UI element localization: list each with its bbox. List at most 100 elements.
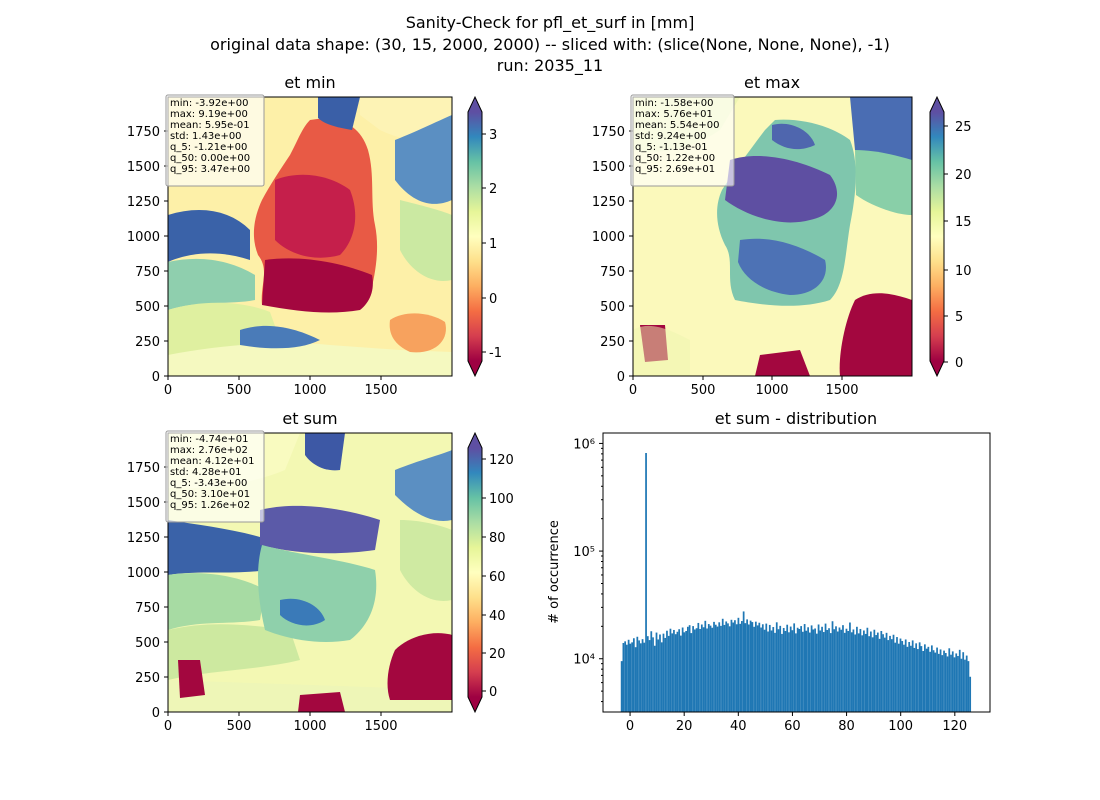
x-tick-label: 1000 — [293, 383, 326, 398]
histogram-bar — [930, 645, 933, 712]
stats-line: std: 4.28e+01 — [170, 467, 242, 478]
histogram-bar — [749, 620, 752, 712]
histogram-bar — [646, 636, 649, 712]
y-tick-label: 500 — [135, 636, 160, 651]
histogram-bar — [843, 632, 846, 712]
histogram-bar — [814, 628, 816, 712]
colorbar-tick-label: 1 — [489, 237, 497, 252]
x-tick-label: 80 — [838, 719, 855, 734]
histogram-bar — [850, 632, 853, 712]
y-tick-label: 1250 — [592, 195, 625, 210]
histogram-bar — [795, 633, 797, 712]
histogram-bar — [903, 644, 905, 712]
x-tick-label: 100 — [888, 719, 913, 734]
histogram-bar — [863, 630, 865, 712]
histogram-bar — [915, 643, 918, 712]
histogram-bar — [849, 622, 851, 712]
stats-box: min: -3.92e+00 max: 9.19e+00 mean: 5.95e… — [165, 94, 265, 187]
histogram-bar — [653, 645, 656, 712]
x-tick-label: 0 — [629, 383, 637, 398]
histogram-bar — [739, 623, 742, 712]
histogram-bar — [662, 633, 665, 712]
stats-line: q_50: 0.00e+00 — [170, 153, 250, 164]
histogram-bar — [756, 625, 759, 712]
histogram-bar — [866, 627, 869, 712]
y-axis-ticks: 0 250 500 750 1000 1250 1500 1750 — [127, 461, 168, 721]
histogram-bar — [678, 629, 681, 712]
histogram-bar — [742, 611, 745, 712]
histogram-bar — [946, 656, 949, 712]
histogram-bar — [838, 627, 841, 712]
histogram-bar — [929, 651, 931, 712]
y-tick-label: 250 — [135, 671, 160, 686]
y-tick-label: 1750 — [127, 461, 160, 476]
histogram-bar — [826, 629, 829, 712]
histogram-bar — [761, 624, 764, 712]
histogram-bar — [810, 625, 813, 712]
stats-line: q_5: -3.43e+00 — [170, 478, 247, 489]
histogram-bar — [788, 632, 790, 712]
colorbar-tick-label: 120 — [489, 453, 514, 468]
histogram-bar — [636, 636, 639, 712]
histogram-bar — [666, 630, 668, 712]
histogram-bar — [772, 627, 775, 712]
stats-line: q_95: 2.69e+01 — [635, 164, 715, 175]
histogram-bar — [821, 626, 823, 712]
y-tick-label: 1250 — [127, 531, 160, 546]
figure-title-line-1: Sanity-Check for pfl_et_surf in [mm] — [405, 13, 695, 32]
y-tick-label: 10⁵ — [573, 545, 595, 560]
histogram-bar — [828, 628, 830, 712]
histogram-bar — [896, 637, 898, 712]
histogram-bar — [699, 628, 701, 712]
y-tick-label: 1250 — [127, 195, 160, 210]
histogram-bar — [673, 629, 675, 712]
histogram-bar — [876, 632, 879, 712]
histogram-bar — [767, 631, 769, 712]
stats-line: min: -3.92e+00 — [170, 98, 249, 109]
histogram-bar — [852, 629, 855, 712]
colorbar-tick-label: 20 — [955, 168, 972, 183]
histogram-bar — [751, 622, 754, 712]
histogram-bar — [859, 628, 862, 712]
histogram-bar — [824, 623, 827, 712]
histogram-bar — [645, 453, 647, 712]
histogram-bar — [669, 628, 672, 712]
x-axis-ticks: 0 500 1000 1500 — [164, 712, 398, 734]
y-axis-ticks: 0 250 500 750 1000 1250 1500 1750 — [127, 125, 168, 385]
histogram-bar — [845, 628, 848, 712]
x-tick-label: 1500 — [364, 719, 397, 734]
colorbar-tick-label: 5 — [955, 310, 963, 325]
stats-line: std: 9.24e+00 — [635, 131, 707, 142]
x-tick-label: 0 — [164, 719, 172, 734]
colorbar-tick-label: 40 — [489, 609, 506, 624]
histogram-bar — [892, 634, 895, 712]
histogram-bar — [704, 620, 707, 712]
histogram-bar — [659, 634, 661, 712]
stats-box: min: -1.58e+00 max: 5.76e+01 mean: 5.54e… — [630, 94, 735, 187]
histogram-bar — [904, 639, 907, 712]
histogram-bar — [882, 634, 884, 712]
stats-line: mean: 5.54e+00 — [635, 120, 719, 131]
histogram-bar — [796, 627, 799, 712]
histogram-bar — [880, 630, 883, 712]
x-tick-label: 1000 — [293, 719, 326, 734]
histogram-bar — [842, 625, 844, 712]
histogram-bar — [775, 622, 778, 712]
histogram-bar — [854, 634, 857, 712]
stats-line: std: 1.43e+00 — [170, 131, 242, 142]
histogram-bar — [960, 658, 963, 712]
histogram-bar — [718, 622, 721, 712]
stats-line: max: 2.76e+02 — [170, 445, 248, 456]
histogram-bar — [908, 642, 911, 712]
histogram-bar — [648, 640, 651, 712]
histogram-bar — [873, 629, 876, 712]
stats-line: q_50: 3.10e+01 — [170, 489, 250, 500]
histogram-bar — [791, 630, 794, 712]
histogram-bar — [627, 639, 630, 712]
histogram-bar — [667, 635, 670, 712]
y-tick-label: 1000 — [127, 566, 160, 581]
stats-line: mean: 4.12e+01 — [170, 456, 254, 467]
histogram-bar — [883, 637, 886, 712]
y-tick-label: 750 — [135, 265, 160, 280]
histogram-bar — [632, 638, 635, 712]
